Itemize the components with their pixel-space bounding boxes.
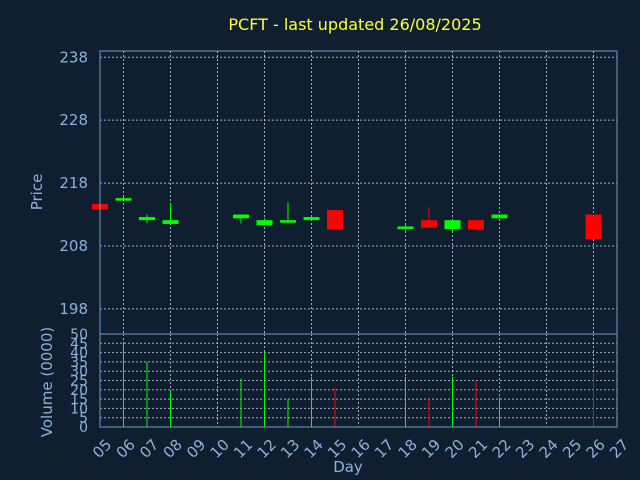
candle-body [421, 220, 437, 228]
price-tick-label: 198 [59, 300, 88, 318]
candle-body [585, 214, 602, 240]
volume-tick-label: 45 [70, 336, 88, 352]
candle-body [491, 214, 508, 219]
candle-body [256, 220, 273, 226]
candle-body [397, 226, 414, 229]
price-tick-label: 238 [59, 48, 88, 66]
candle-body [162, 220, 179, 224]
price-tick-label: 208 [59, 237, 88, 255]
candle-body [468, 220, 484, 230]
candle-body [444, 220, 461, 229]
volume-tick-label: 35 [70, 355, 88, 371]
volume-tick-label: 30 [70, 364, 88, 380]
candle-body [233, 214, 249, 219]
volume-tick-label: 50 [70, 327, 88, 343]
volume-tick-label: 20 [70, 383, 88, 399]
candle-body [303, 217, 320, 221]
candle-body [327, 210, 343, 230]
volume-tick-label: 15 [70, 392, 88, 408]
volume-bars [123, 341, 594, 427]
chart-title: PCFT - last updated 26/08/2025 [228, 15, 481, 34]
panel-frames [99, 50, 618, 428]
price-grid [100, 51, 617, 334]
volume-tick-label: 25 [70, 374, 88, 390]
volume-axis-label: Volume (0000) [38, 327, 56, 437]
candle-body [139, 217, 155, 221]
price-tick-label: 228 [59, 111, 88, 129]
candle-body [115, 198, 132, 201]
price-tick-labels: 238 228 218 208 198 [59, 48, 88, 318]
volume-tick-label: 40 [70, 346, 88, 362]
x-tick-labels: 0506070809101112131415161718192021222324… [89, 436, 632, 462]
candle-body [280, 220, 296, 223]
volume-tick-label: 0 [79, 420, 88, 436]
volume-tick-label: 5 [79, 411, 88, 427]
x-axis-label: Day [333, 458, 363, 476]
volume-panel-frame [99, 333, 618, 428]
price-axis-label: Price [28, 174, 46, 211]
volume-tick-label: 10 [70, 401, 88, 417]
price-tick-label: 218 [59, 174, 88, 192]
